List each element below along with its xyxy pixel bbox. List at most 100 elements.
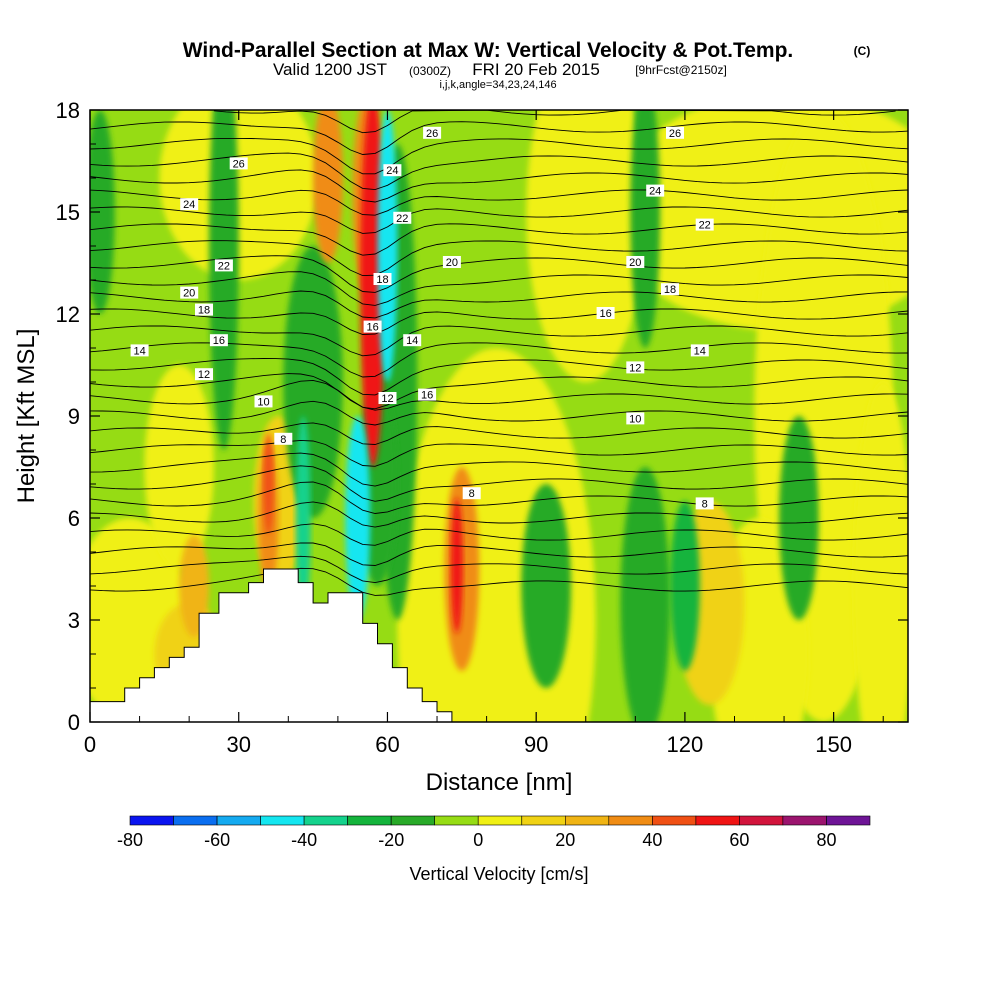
velocity-region xyxy=(630,110,661,348)
contour-label: 22 xyxy=(393,211,412,225)
contour-label-text: 10 xyxy=(629,413,641,425)
contour-label: 18 xyxy=(195,303,213,317)
subtitle-valid-time: Valid 1200 JST xyxy=(273,60,387,79)
contour-label-bg xyxy=(403,334,422,347)
contour-label: 14 xyxy=(403,334,422,347)
contour-label-bg xyxy=(442,256,461,268)
theta-contour xyxy=(90,422,908,445)
contour-label: 16 xyxy=(363,320,382,334)
contour-label-bg xyxy=(373,273,392,285)
contour-label-bg xyxy=(462,487,481,500)
x-tick-label: 120 xyxy=(667,732,704,757)
colorbar-swatch xyxy=(390,815,436,826)
contour-label-text: 20 xyxy=(629,257,641,269)
contour-label-text: 16 xyxy=(599,308,611,320)
colorbar-swatch xyxy=(739,815,784,826)
velocity-region xyxy=(853,382,908,722)
theta-contour xyxy=(90,379,908,411)
contour-label: 26 xyxy=(666,126,684,140)
contour-label: 8 xyxy=(695,497,714,510)
theta-contour xyxy=(90,271,908,306)
contour-label-bg xyxy=(626,256,645,268)
theta-contour xyxy=(90,452,908,487)
contour-label-bg xyxy=(661,283,679,296)
contour-label-text: 18 xyxy=(664,284,676,296)
velocity-region xyxy=(670,501,700,671)
y-tick-label: 9 xyxy=(68,404,80,429)
theta-contour xyxy=(90,169,908,203)
contour-label: 8 xyxy=(462,487,481,500)
contour-label-bg xyxy=(195,303,213,316)
contour-label-text: 14 xyxy=(694,345,706,357)
contour-label-bg xyxy=(418,388,437,401)
colorbar: -80 -60 -40 -20 0 20 40 60 80 xyxy=(117,815,871,850)
colorbar-tick-label: 0 xyxy=(473,830,483,850)
contour-label-text: 24 xyxy=(183,199,195,211)
contour-label-bg xyxy=(229,157,248,170)
velocity-region xyxy=(209,110,239,450)
theta-contour xyxy=(90,400,908,426)
colorbar-swatch xyxy=(826,815,871,826)
contour-label-text: 8 xyxy=(469,488,475,500)
colorbar-swatch xyxy=(347,815,392,826)
colorbar-swatch xyxy=(173,815,218,826)
colorbar-tick-label: 40 xyxy=(642,830,662,850)
subtitle-run: [9hrFcst@2150z] xyxy=(635,63,727,77)
velocity-region xyxy=(377,110,398,382)
contour-label-bg xyxy=(214,259,233,272)
contour-label-bg xyxy=(423,126,442,139)
contour-label: 22 xyxy=(695,218,714,232)
subtitle-params: i,j,k,angle=34,23,24,146 xyxy=(439,79,556,91)
contour-label-text: 16 xyxy=(421,390,433,402)
colorbar-tick-label: 60 xyxy=(729,830,749,850)
contour-label: 14 xyxy=(690,344,709,357)
contour-label-text: 22 xyxy=(218,260,230,272)
contour-label: 24 xyxy=(180,198,199,211)
theta-contour xyxy=(90,358,908,396)
contour-label: 14 xyxy=(130,344,149,357)
theta-contour xyxy=(90,152,908,191)
colorbar-tick-label: 80 xyxy=(816,830,836,850)
y-tick-label: 15 xyxy=(56,200,80,225)
y-tick-label: 6 xyxy=(68,506,80,531)
contour-label-bg xyxy=(180,286,199,299)
contour-label: 8 xyxy=(274,432,293,446)
colorbar-swatch xyxy=(564,815,610,826)
contour-label-text: 14 xyxy=(406,335,418,347)
x-tick-label: 150 xyxy=(815,732,852,757)
contour-label-text: 8 xyxy=(702,498,708,510)
contour-label-text: 22 xyxy=(699,220,711,232)
theta-contour xyxy=(90,290,908,319)
contour-label: 24 xyxy=(383,164,402,177)
chart-title: Wind-Parallel Section at Max W: Vertical… xyxy=(183,39,794,62)
colorbar-swatch xyxy=(521,815,566,826)
y-axis-label: Height [Kft MSL] xyxy=(13,329,40,504)
contour-label-text: 18 xyxy=(198,305,210,317)
contour-label: 16 xyxy=(209,334,228,347)
contour-label-bg xyxy=(596,307,615,319)
colorbar-tick-label: -20 xyxy=(378,830,404,850)
colorbar-swatch xyxy=(434,815,479,826)
colorbar-tick-label: 20 xyxy=(555,830,575,850)
contour-label-text: 26 xyxy=(426,128,438,140)
contour-label-bg xyxy=(254,395,273,408)
theta-contour xyxy=(90,567,908,596)
chart-title-units: (C) xyxy=(854,44,871,58)
colorbar-swatch xyxy=(260,815,305,826)
colorbar-swatch xyxy=(695,815,740,826)
theta-contour xyxy=(90,439,908,467)
velocity-region xyxy=(90,110,115,314)
x-axis-label: Distance [nm] xyxy=(426,769,573,796)
velocity-region xyxy=(451,497,463,634)
theta-contour xyxy=(90,325,908,357)
contour-label: 20 xyxy=(180,286,199,300)
x-tick-label: 60 xyxy=(375,732,399,757)
contour-label-bg xyxy=(695,218,714,231)
contour-label-text: 10 xyxy=(257,396,269,408)
contour-label-text: 22 xyxy=(396,213,408,225)
theta-contour xyxy=(90,481,908,514)
theta-contour xyxy=(213,110,896,134)
contour-label: 26 xyxy=(423,126,442,140)
